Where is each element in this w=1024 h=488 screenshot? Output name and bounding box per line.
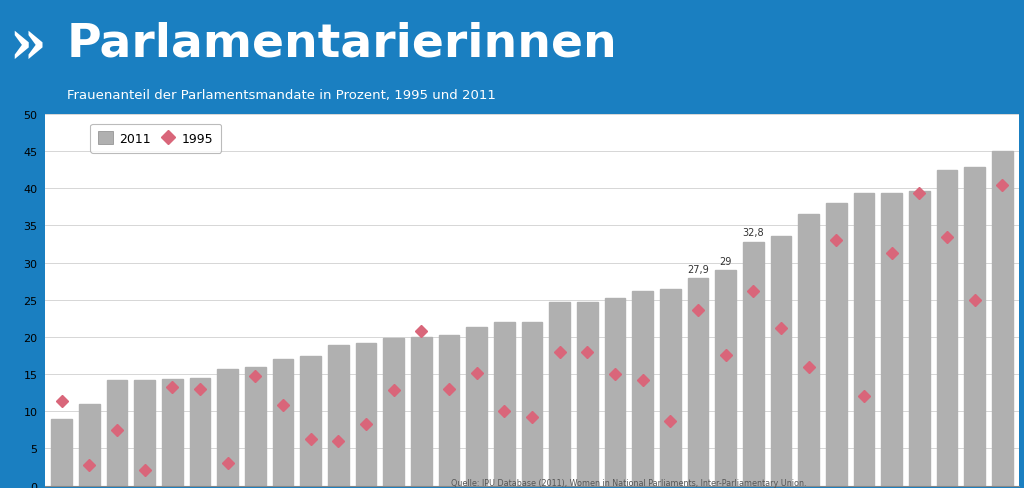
- Bar: [217, 369, 238, 486]
- Text: »: »: [8, 16, 46, 76]
- Bar: [521, 323, 543, 486]
- Bar: [632, 291, 653, 486]
- Bar: [937, 170, 957, 486]
- Bar: [909, 192, 930, 486]
- Bar: [854, 194, 874, 486]
- Bar: [826, 203, 847, 486]
- Bar: [771, 236, 792, 486]
- Bar: [79, 404, 99, 486]
- Text: Quelle: IPU Database (2011), Women in National Parliaments, Inter-Parliamentary : Quelle: IPU Database (2011), Women in Na…: [451, 478, 806, 487]
- Bar: [51, 419, 72, 486]
- Bar: [134, 380, 155, 486]
- Bar: [328, 346, 349, 486]
- Bar: [189, 378, 210, 486]
- Bar: [383, 339, 404, 486]
- Bar: [549, 303, 570, 486]
- Bar: [245, 367, 265, 486]
- Bar: [965, 167, 985, 486]
- Bar: [882, 194, 902, 486]
- Bar: [992, 152, 1013, 486]
- Bar: [466, 327, 487, 486]
- Bar: [494, 323, 515, 486]
- Bar: [272, 360, 293, 486]
- Bar: [300, 357, 321, 486]
- Bar: [438, 336, 460, 486]
- Legend: 2011, 1995: 2011, 1995: [90, 124, 221, 153]
- Text: Frauenanteil der Parlamentsmandate in Prozent, 1995 und 2011: Frauenanteil der Parlamentsmandate in Pr…: [67, 89, 496, 102]
- Bar: [604, 299, 626, 486]
- Text: 29: 29: [720, 256, 732, 266]
- Bar: [687, 279, 709, 486]
- Bar: [799, 214, 819, 486]
- Bar: [743, 242, 764, 486]
- Bar: [577, 303, 598, 486]
- Bar: [715, 270, 736, 486]
- Bar: [355, 343, 377, 486]
- Bar: [162, 380, 182, 486]
- Bar: [659, 289, 681, 486]
- Text: 32,8: 32,8: [742, 228, 764, 238]
- Bar: [411, 337, 432, 486]
- Text: Parlamentarierinnen: Parlamentarierinnen: [67, 21, 617, 66]
- Bar: [106, 380, 127, 486]
- Text: 27,9: 27,9: [687, 264, 709, 274]
